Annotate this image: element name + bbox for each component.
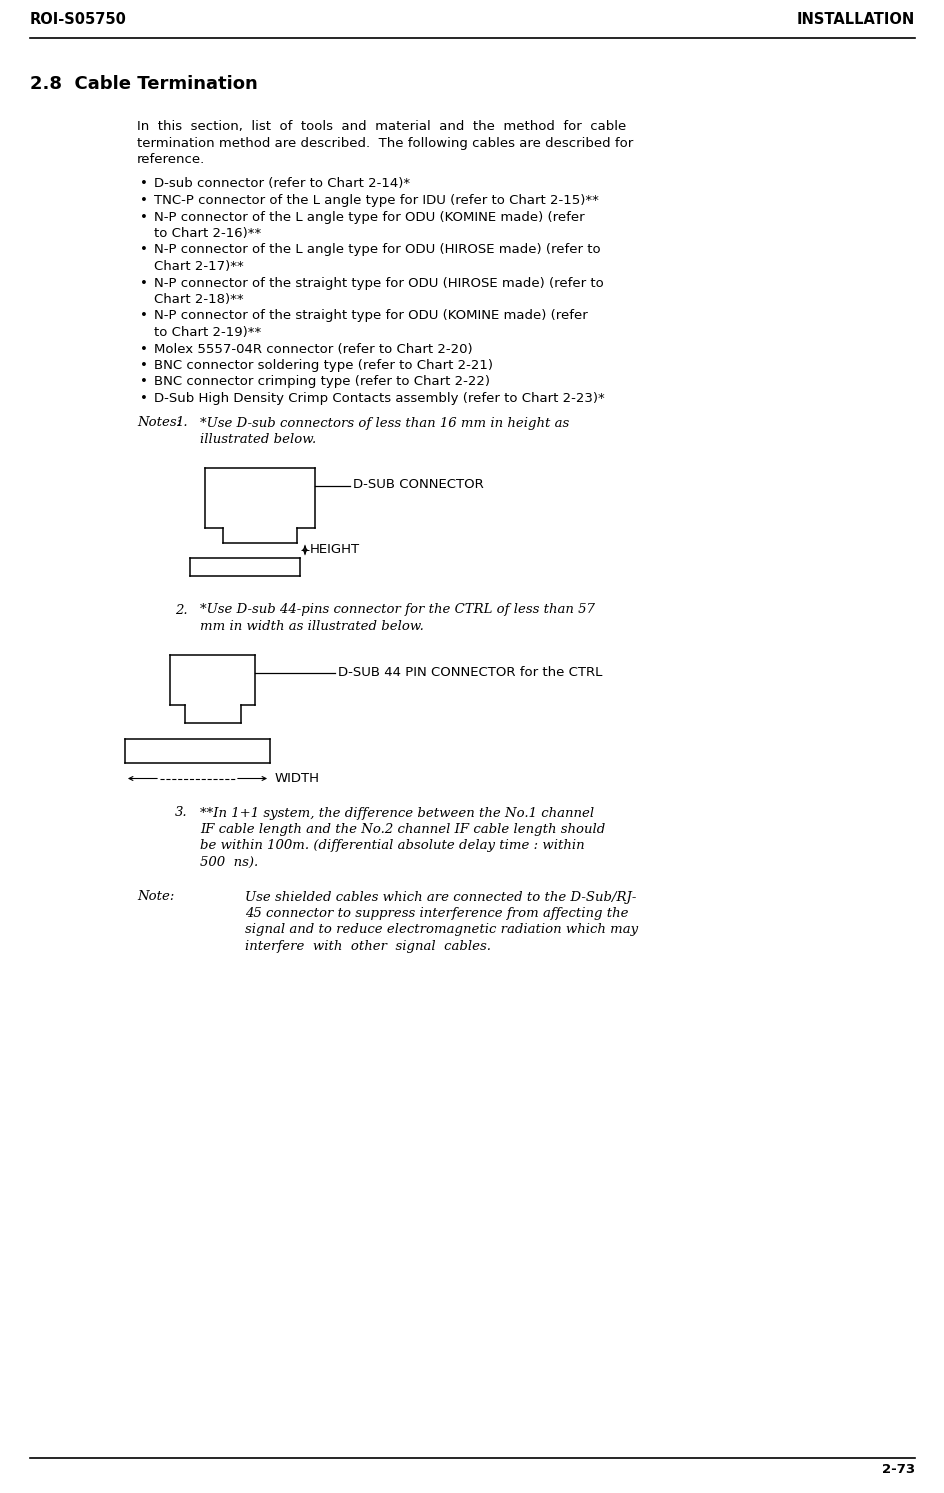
Text: 2-73: 2-73: [881, 1463, 914, 1477]
Text: 2.8  Cable Termination: 2.8 Cable Termination: [30, 75, 258, 93]
Text: •: •: [140, 243, 147, 257]
Text: termination method are described.  The following cables are described for: termination method are described. The fo…: [137, 136, 632, 149]
Text: •: •: [140, 194, 147, 208]
Text: be within 100m. (differential absolute delay time : within: be within 100m. (differential absolute d…: [200, 839, 584, 853]
Text: *Use D-sub connectors of less than 16 mm in height as: *Use D-sub connectors of less than 16 mm…: [200, 417, 568, 430]
Text: 45 connector to suppress interference from affecting the: 45 connector to suppress interference fr…: [244, 908, 628, 920]
Text: to Chart 2-19)**: to Chart 2-19)**: [154, 325, 261, 339]
Text: Note:: Note:: [137, 890, 175, 903]
Text: •: •: [140, 309, 147, 322]
Text: N-P connector of the L angle type for ODU (HIROSE made) (refer to: N-P connector of the L angle type for OD…: [154, 243, 600, 257]
Text: Chart 2-18)**: Chart 2-18)**: [154, 293, 244, 306]
Text: IF cable length and the No.2 channel IF cable length should: IF cable length and the No.2 channel IF …: [200, 823, 604, 836]
Text: N-P connector of the straight type for ODU (KOMINE made) (refer: N-P connector of the straight type for O…: [154, 309, 587, 322]
Text: TNC-P connector of the L angle type for IDU (refer to Chart 2-15)**: TNC-P connector of the L angle type for …: [154, 194, 598, 208]
Text: signal and to reduce electromagnetic radiation which may: signal and to reduce electromagnetic rad…: [244, 924, 637, 936]
Text: •: •: [140, 393, 147, 405]
Text: Use shielded cables which are connected to the D-Sub/RJ-: Use shielded cables which are connected …: [244, 890, 635, 903]
Text: WIDTH: WIDTH: [275, 772, 320, 784]
Text: 500  ns).: 500 ns).: [200, 855, 258, 869]
Text: •: •: [140, 342, 147, 355]
Text: *Use D-sub 44-pins connector for the CTRL of less than 57: *Use D-sub 44-pins connector for the CTR…: [200, 603, 594, 617]
Text: BNC connector soldering type (refer to Chart 2-21): BNC connector soldering type (refer to C…: [154, 358, 493, 372]
Text: **In 1+1 system, the difference between the No.1 channel: **In 1+1 system, the difference between …: [200, 806, 594, 820]
Text: 2.: 2.: [175, 603, 188, 617]
Text: •: •: [140, 178, 147, 191]
Text: •: •: [140, 276, 147, 290]
Text: Chart 2-17)**: Chart 2-17)**: [154, 260, 244, 273]
Text: HEIGHT: HEIGHT: [310, 543, 360, 555]
Text: In  this  section,  list  of  tools  and  material  and  the  method  for  cable: In this section, list of tools and mater…: [137, 119, 626, 133]
Text: 3.: 3.: [175, 806, 188, 820]
Text: to Chart 2-16)**: to Chart 2-16)**: [154, 227, 261, 240]
Text: N-P connector of the L angle type for ODU (KOMINE made) (refer: N-P connector of the L angle type for OD…: [154, 211, 584, 224]
Text: Molex 5557-04R connector (refer to Chart 2-20): Molex 5557-04R connector (refer to Chart…: [154, 342, 472, 355]
Text: •: •: [140, 358, 147, 372]
Text: interfere  with  other  signal  cables.: interfere with other signal cables.: [244, 941, 491, 953]
Text: INSTALLATION: INSTALLATION: [796, 12, 914, 27]
Text: N-P connector of the straight type for ODU (HIROSE made) (refer to: N-P connector of the straight type for O…: [154, 276, 603, 290]
Text: Notes:: Notes:: [137, 417, 181, 430]
Text: D-Sub High Density Crimp Contacts assembly (refer to Chart 2-23)*: D-Sub High Density Crimp Contacts assemb…: [154, 393, 604, 405]
Text: D-SUB CONNECTOR: D-SUB CONNECTOR: [353, 478, 483, 491]
Text: •: •: [140, 211, 147, 224]
Text: D-sub connector (refer to Chart 2-14)*: D-sub connector (refer to Chart 2-14)*: [154, 178, 410, 191]
Text: D-SUB 44 PIN CONNECTOR for the CTRL: D-SUB 44 PIN CONNECTOR for the CTRL: [338, 666, 601, 678]
Text: mm in width as illustrated below.: mm in width as illustrated below.: [200, 620, 424, 633]
Text: 1.: 1.: [175, 417, 188, 430]
Text: •: •: [140, 376, 147, 388]
Text: BNC connector crimping type (refer to Chart 2-22): BNC connector crimping type (refer to Ch…: [154, 376, 490, 388]
Text: ROI-S05750: ROI-S05750: [30, 12, 126, 27]
Text: illustrated below.: illustrated below.: [200, 433, 316, 446]
Text: reference.: reference.: [137, 152, 205, 166]
